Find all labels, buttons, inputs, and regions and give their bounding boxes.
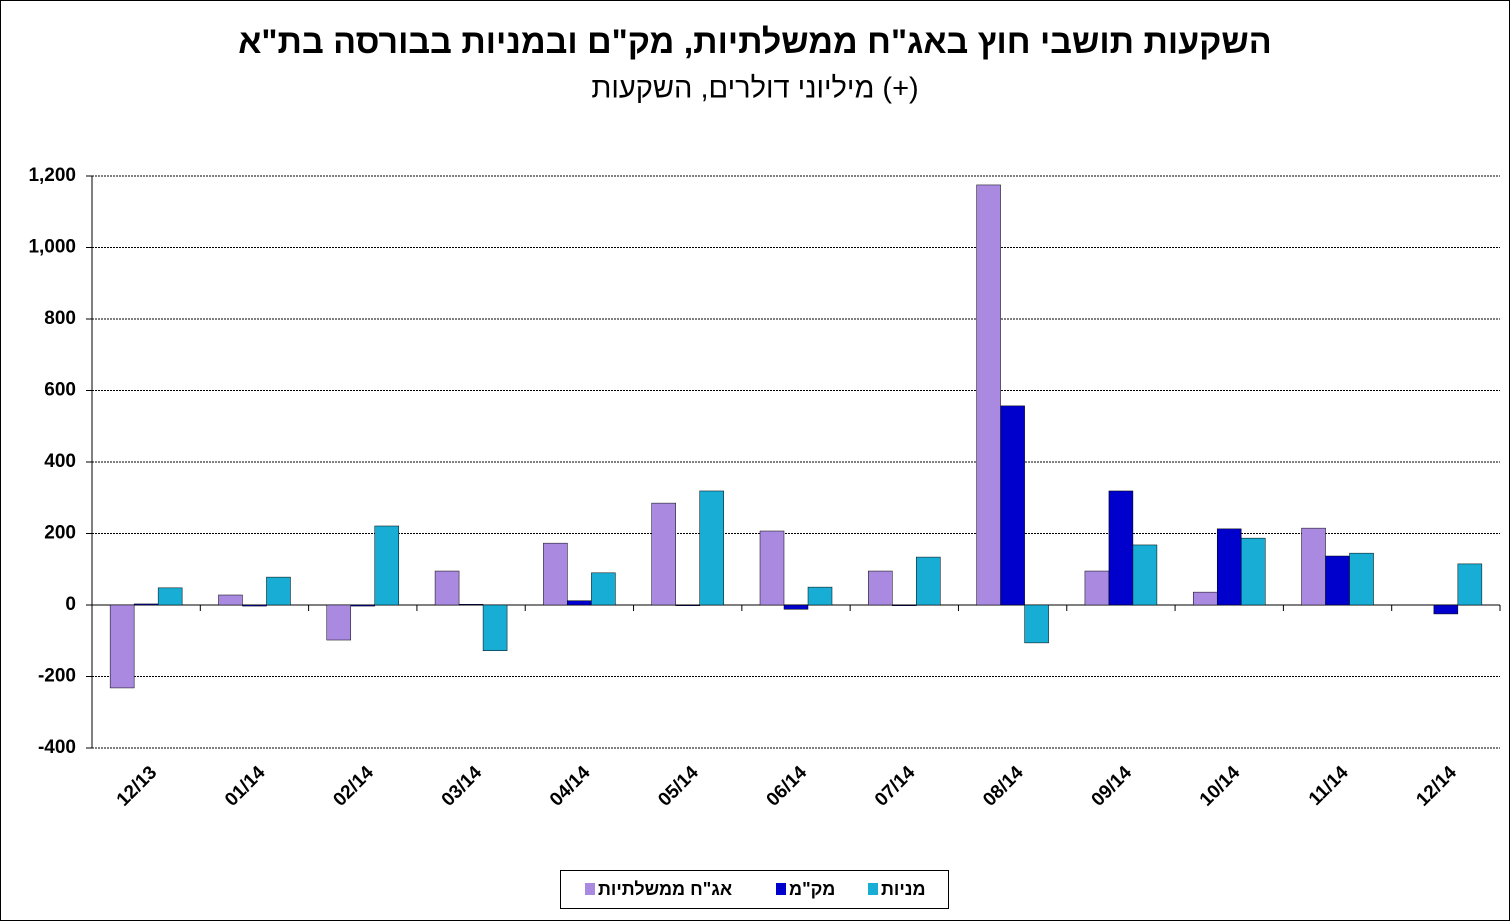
bar (868, 570, 893, 606)
chart-subtitle: מיליוני דולרים, השקעות (+) (591, 73, 918, 105)
bar (482, 604, 508, 652)
bar (1457, 563, 1483, 606)
y-tick-label: 1,000 (28, 237, 76, 258)
bar (242, 604, 267, 607)
bar (543, 542, 568, 606)
legend-label: אג"ח ממשלתיות (598, 879, 732, 899)
bar (892, 604, 917, 606)
y-tick-label: 400 (44, 451, 76, 472)
bar (651, 502, 676, 606)
legend-swatch (776, 883, 786, 895)
legend-swatch (868, 883, 878, 895)
legend-swatch (585, 883, 595, 895)
legend-label: מק"מ (789, 879, 835, 899)
bar (1301, 527, 1326, 606)
bar (1024, 604, 1049, 644)
bar (374, 525, 400, 606)
chart-title: השקעות תושבי חוץ באג"ח ממשלתיות, מק"ם וב… (238, 23, 1272, 61)
bar (1000, 405, 1025, 606)
y-tick-label: 1,200 (28, 165, 76, 186)
y-tick-label: 0 (65, 594, 76, 615)
bar (1325, 555, 1350, 606)
legend (560, 870, 949, 909)
y-tick-label: 600 (44, 380, 76, 401)
bar (916, 556, 941, 606)
bar (109, 604, 135, 689)
bar (1084, 570, 1110, 606)
y-tick-label: 800 (44, 308, 76, 329)
bar (1132, 544, 1158, 606)
bar (157, 587, 183, 606)
bar (350, 604, 376, 607)
bar (1216, 528, 1242, 606)
y-tick-label: 200 (44, 523, 76, 544)
bar (218, 594, 243, 606)
bar (699, 490, 724, 606)
bar (807, 586, 833, 606)
bar (458, 604, 484, 606)
bar (759, 530, 785, 606)
y-tick-label: -200 (38, 666, 76, 687)
bar (326, 604, 352, 641)
bar (567, 600, 592, 606)
legend-label: מניות (881, 879, 926, 899)
bar (1240, 537, 1266, 606)
bar (266, 576, 291, 606)
bar (591, 572, 616, 606)
bar (434, 570, 460, 606)
bar (675, 604, 700, 606)
bar (1108, 490, 1134, 606)
bar (1349, 552, 1374, 606)
bar (976, 184, 1001, 606)
bar (783, 604, 809, 610)
bar (133, 603, 159, 606)
y-tick-label: -400 (38, 737, 76, 758)
bar (1433, 604, 1459, 615)
bar (1192, 591, 1218, 606)
